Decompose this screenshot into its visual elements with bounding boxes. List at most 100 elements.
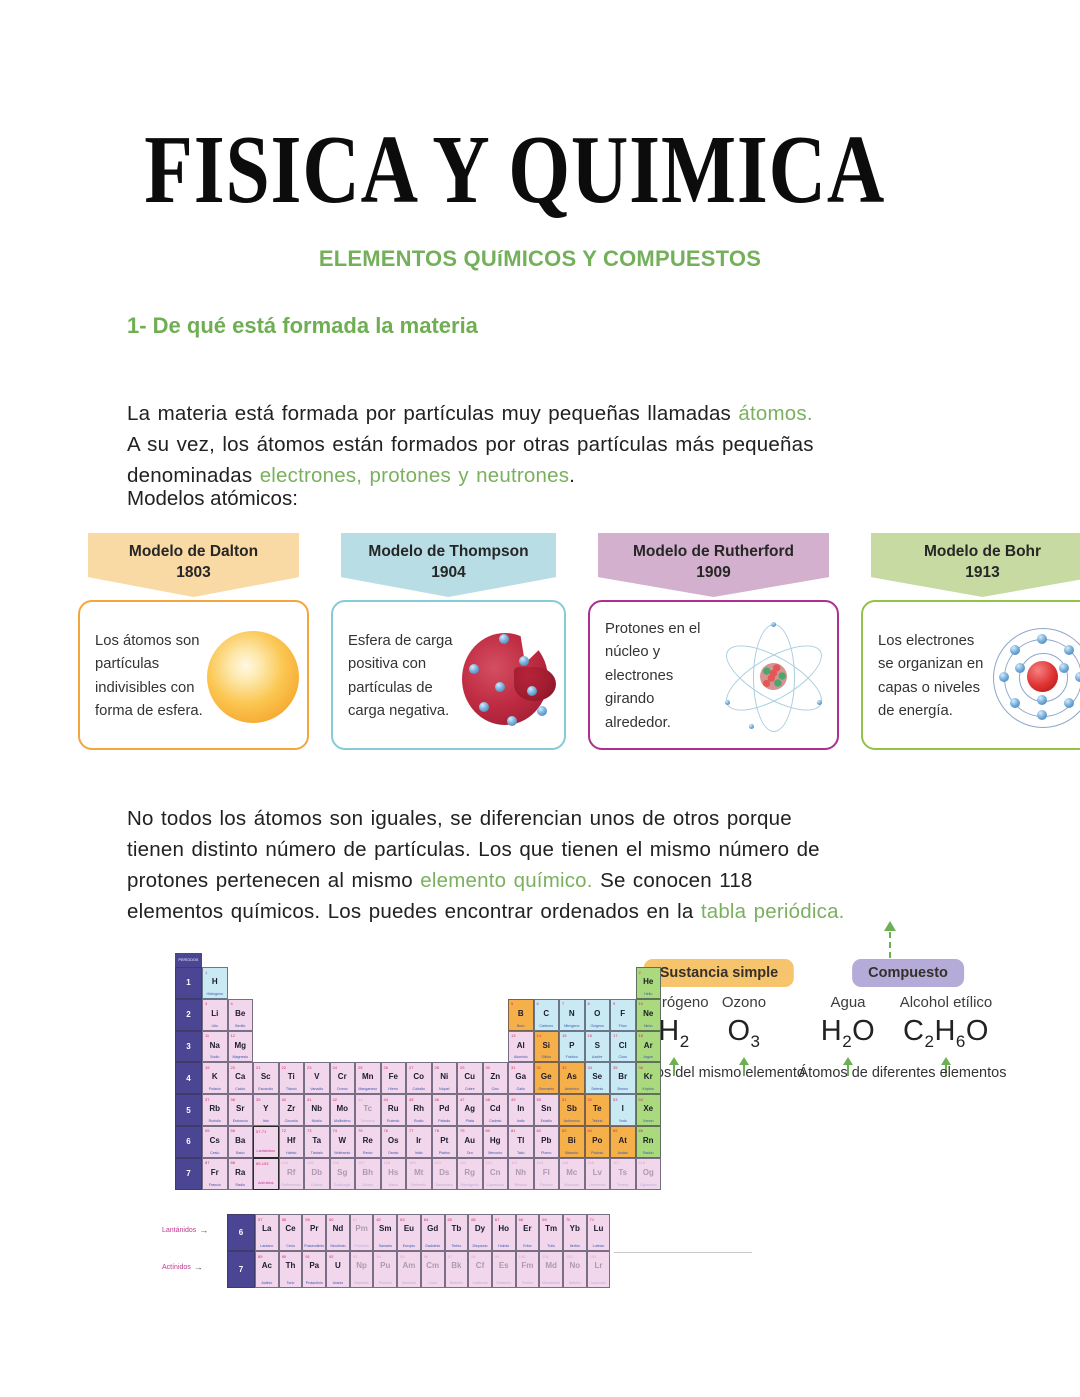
substance-ethanol: Alcohol etílico C2H6O xyxy=(876,994,1016,1076)
electron-dot-icon xyxy=(495,681,505,692)
element-cell-Nb: 41 Nb Niobio xyxy=(304,1094,330,1126)
element-cell-Ir: 77 Ir Iridio xyxy=(406,1125,432,1158)
element-cell-Si: 14 Si Silicio xyxy=(533,1030,559,1063)
up-arrow-icon xyxy=(940,1056,952,1076)
element-cell-Tb: 65 Tb Terbio xyxy=(444,1214,469,1251)
model-card-year: 1913 xyxy=(965,564,1000,581)
atom-sphere-icon xyxy=(207,630,299,723)
element-cell-Er: 68 Er Erbio xyxy=(515,1214,540,1251)
models-label: Modelos atómicos: xyxy=(127,487,298,510)
element-cell-Cl: 17 Cl Cloro xyxy=(610,1030,636,1063)
element-cell-Ba: 56 Ba Bario xyxy=(227,1125,253,1158)
element-cell-Ge: 32 Ge Germanio xyxy=(533,1062,559,1095)
element-cell-Rg: 111 Rg Roentgenio xyxy=(457,1157,483,1190)
electron-dot-icon xyxy=(1075,671,1080,682)
element-cell-Md: 101 Md Mendelevio xyxy=(539,1251,563,1288)
thompson-sphere-illustration xyxy=(460,615,561,738)
element-cell-Np: 93 Np Neptunio xyxy=(349,1251,374,1288)
model-card-banner: Modelo de Bohr 1913 xyxy=(871,533,1080,597)
element-cell-Co: 27 Co Cobalto xyxy=(406,1062,432,1095)
electron-dot-icon xyxy=(748,724,754,729)
element-cell-Tc: 43 Tc Tecnecio xyxy=(355,1094,381,1126)
rutherford-atom-illustration xyxy=(716,615,832,738)
element-cell-Fe: 26 Fe Hierro xyxy=(380,1062,406,1095)
element-cell-Ts: 117 Ts Teneso xyxy=(610,1157,636,1190)
orbiting-atom-icon xyxy=(716,621,832,733)
section-heading: 1- De qué está formada la materia xyxy=(127,313,478,338)
element-cell-Po: 84 Po Polonio xyxy=(584,1125,610,1158)
element-cell-Ce: 58 Ce Cerio xyxy=(278,1214,303,1251)
element-cell-B: 5 B Boro xyxy=(508,998,534,1031)
atomic-model-cards: Modelo de Dalton 1803 Los átomos son par… xyxy=(78,533,1080,750)
caption-same-atoms: Átomos del mismo elemento xyxy=(622,1065,805,1081)
period-number-cell: 3 xyxy=(175,1030,202,1063)
shell-atom-icon xyxy=(990,625,1080,729)
element-cell-Cm: 96 Cm Curio xyxy=(420,1251,445,1288)
element-cell-Li: 3 Li Litio xyxy=(202,998,228,1031)
model-card-body: Los electrones se organizan en capas o n… xyxy=(861,600,1080,750)
element-cell-Mn: 25 Mn Manganeso xyxy=(355,1062,381,1095)
electron-dot-icon xyxy=(770,622,776,627)
element-cell-Bi: 83 Bi Bismuto xyxy=(559,1125,585,1158)
periodic-table-grid: 1 1 H Hidrógeno 2 He Helio 2 3 Li Litio 4 Be Berilio 5… xyxy=(175,967,661,1190)
element-cell-Mg: 12 Mg Magnesio xyxy=(227,1030,253,1063)
period-number-cell: 6 xyxy=(175,1125,202,1158)
model-card-title: Modelo de Rutherford xyxy=(632,543,795,560)
element-cell-Pa: 91 Pa Protactinio xyxy=(302,1251,327,1288)
second-paragraph: No todos los átomos son iguales, se dife… xyxy=(127,806,845,923)
element-cell-Lr: 103 Lr Laurencio xyxy=(586,1251,611,1288)
element-cell-He: 2 He Helio xyxy=(635,967,661,999)
element-cell-Ds: 110 Ds Darmstatio xyxy=(431,1157,457,1190)
model-card-body: Protones en el núcleo y electrones giran… xyxy=(588,600,839,750)
caption-different-atoms: Átomos de diferentes elementos xyxy=(798,1065,1007,1081)
element-cell-Ga: 31 Ga Galio xyxy=(508,1062,534,1095)
element-cell-Ta: 73 Ta Tántalo xyxy=(304,1125,330,1158)
element-cell-U: 92 U Uranio xyxy=(326,1251,350,1288)
page-subtitle: ELEMENTOS QUíMICOS Y COMPUESTOS xyxy=(318,246,762,271)
model-card-year: 1909 xyxy=(696,564,731,581)
formula: H2O xyxy=(820,1015,876,1051)
model-card-banner: Modelo de Rutherford 1909 xyxy=(598,533,829,597)
element-cell-Rn: 86 Rn Radón xyxy=(635,1125,661,1158)
element-cell-Re: 75 Re Renio xyxy=(355,1125,381,1158)
model-card-thompson: Modelo de Thompson 1904 Esfera de carga … xyxy=(331,533,566,750)
electron-dot-icon xyxy=(1063,698,1074,709)
divider-line xyxy=(614,1252,752,1253)
element-cell-Og: 118 Og Oganesón xyxy=(635,1157,661,1190)
element-cell-Fr: 87 Fr Francio xyxy=(202,1157,228,1190)
element-cell-No: 102 No Nobelio xyxy=(562,1251,587,1288)
element-cell-Th: 90 Th Torio xyxy=(278,1251,303,1288)
element-cell-Na: 11 Na Sodio xyxy=(202,1030,228,1063)
substance-water: Agua H2O xyxy=(778,994,918,1076)
element-cell-Mc: 115 Mc Moscovio xyxy=(559,1157,585,1190)
element-cell-N: 7 N Nitrógeno xyxy=(559,998,585,1031)
element-cell-Sb: 51 Sb Antimonio xyxy=(559,1094,585,1126)
formula: C2H6O xyxy=(903,1015,989,1051)
model-card-title: Modelo de Dalton xyxy=(128,543,259,560)
element-cell-S: 16 S Azufre xyxy=(584,1030,610,1063)
electron-dot-icon xyxy=(537,705,547,716)
element-cell-Ca: 20 Ca Calcio xyxy=(227,1062,253,1095)
intro-paragraph: La materia está formada por partículas m… xyxy=(127,401,814,487)
element-cell-Fm: 100 Fm Fermio xyxy=(515,1251,540,1288)
period-number-cell: 5 xyxy=(175,1094,202,1126)
element-cell-Lu: 71 Lu Lutecio xyxy=(586,1214,611,1251)
bohr-atom-illustration xyxy=(990,615,1080,738)
element-cell-Ac: 89 Ac Actinio xyxy=(255,1251,279,1288)
element-cell-I: 53 I Yodo xyxy=(610,1094,636,1126)
period-number-cell: 2 xyxy=(175,998,202,1031)
electron-dot-icon xyxy=(999,671,1009,682)
element-cell-Yb: 70 Yb Iterbio xyxy=(562,1214,587,1251)
element-cell-Cn: 112 Cn Copernicio xyxy=(482,1157,508,1190)
element-cell-Kr: 36 Kr Kriptón xyxy=(635,1062,661,1095)
actinides-label: Actínidos → xyxy=(162,1262,203,1272)
electron-dot-icon xyxy=(1037,695,1047,705)
element-cell-Sm: 62 Sm Samario xyxy=(373,1214,398,1251)
element-cell-Cf: 98 Cf Californio xyxy=(468,1251,492,1288)
series-range-cell: 57-71 Lantánidos xyxy=(253,1125,279,1158)
electron-dot-icon xyxy=(1059,663,1070,674)
element-cell-Ar: 18 Ar Argón xyxy=(635,1030,661,1063)
element-cell-W: 74 W Wolframio xyxy=(329,1125,355,1158)
period-number-cell: 1 xyxy=(175,967,202,999)
badge-simple-substance: Sustancia simple xyxy=(643,959,795,987)
